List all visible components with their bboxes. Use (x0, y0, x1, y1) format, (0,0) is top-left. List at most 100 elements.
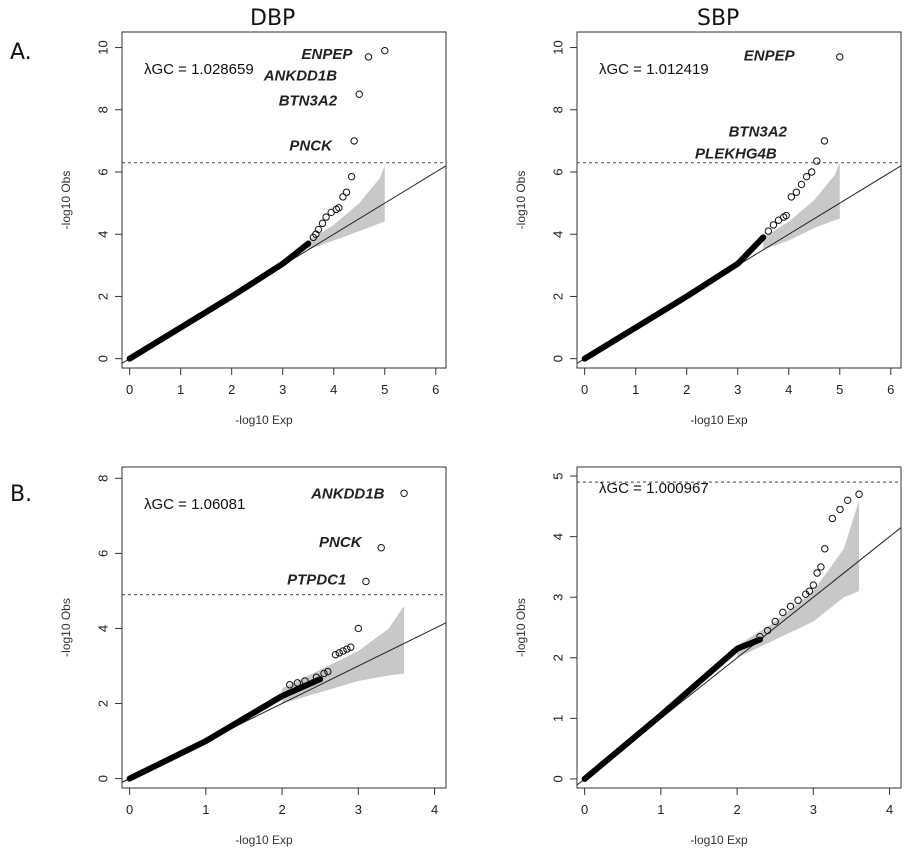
y-tick-label: 5 (550, 472, 565, 479)
x-tick-label: 4 (886, 802, 893, 817)
gene-label: PNCK (289, 138, 333, 155)
x-tick-label: 1 (177, 382, 184, 397)
qq-plot-b-dbp: 0 1 2 3 4 0 2 4 6 8 -log10 Exp -log10 Obs λGC = 1.06… (59, 466, 447, 847)
y-tick-label: 8 (95, 106, 110, 113)
y-tick-label: 1 (550, 715, 565, 722)
plot-area (122, 46, 446, 364)
data-point (794, 596, 802, 604)
y-tick-label: 2 (95, 700, 110, 707)
y-tick-label: 3 (550, 594, 565, 601)
y-tick-label: 6 (550, 168, 565, 175)
data-point (286, 681, 294, 689)
data-point (331, 651, 340, 659)
x-axis-label: -log10 Exp (235, 413, 293, 427)
data-point (355, 90, 363, 98)
data-point (756, 632, 764, 641)
plot-frame (576, 31, 902, 369)
x-tick-label: 1 (657, 802, 664, 817)
x-tick-label: 2 (733, 802, 740, 817)
qq-plot-a-dbp: 0 1 2 3 4 5 6 0 2 4 6 8 10 -log10 Exp -log10 Obs λGC = … (59, 31, 447, 427)
data-point (828, 514, 837, 523)
plot-frame (121, 31, 447, 369)
x-tick-label: 0 (581, 382, 588, 397)
data-point (347, 172, 356, 181)
x-tick-label: 6 (887, 382, 894, 397)
data-point (836, 53, 844, 61)
data-point (301, 677, 309, 685)
bulk-points (581, 234, 767, 362)
data-point (813, 569, 821, 577)
data-point (792, 188, 801, 196)
y-tick-label: 0 (550, 355, 565, 362)
y-axis-label: -log10 Obs (59, 598, 73, 657)
y-tick-label: 0 (95, 775, 110, 782)
data-point (771, 617, 779, 626)
gene-label: ANKDD1B (310, 485, 385, 502)
data-point (764, 227, 773, 235)
lambda-gc-label: λGC = 1.000967 (599, 480, 709, 497)
bulk-points (581, 636, 763, 782)
y-axis-label: -log10 Obs (514, 598, 528, 657)
data-point (809, 581, 818, 589)
data-point (335, 204, 343, 212)
data-point (364, 53, 373, 61)
y-tick-label: 4 (95, 625, 110, 632)
y-tick-label: 2 (550, 293, 565, 300)
data-point (318, 219, 327, 228)
data-point (808, 168, 816, 176)
data-point (342, 188, 351, 196)
data-point (339, 647, 347, 655)
y-tick-label: 10 (550, 40, 565, 54)
x-tick-label: 2 (228, 382, 235, 397)
data-point (821, 545, 829, 553)
data-point (324, 667, 332, 676)
x-tick-label: 3 (734, 382, 741, 397)
gene-label: ENPEP (744, 47, 796, 64)
column-title-dbp: DBP (250, 6, 296, 31)
data-point (855, 490, 863, 498)
y-tick-label: 6 (95, 168, 110, 175)
data-point (802, 172, 811, 181)
bulk-points (126, 676, 324, 782)
plot-frame (576, 466, 902, 789)
qq-plot-a-sbp: 0 1 2 3 4 5 6 0 2 4 6 8 10 -log10 Exp -log10 Obs λGC = … (514, 31, 902, 427)
data-point (381, 46, 389, 55)
lambda-gc-label: λGC = 1.06081 (144, 496, 245, 513)
y-tick-label: 4 (550, 231, 565, 238)
y-tick-label: 4 (95, 231, 110, 238)
x-tick-label: 3 (279, 382, 286, 397)
data-point (362, 577, 370, 586)
plot-area (577, 53, 901, 364)
data-point (354, 624, 363, 633)
data-point (343, 645, 351, 653)
data-point (779, 608, 787, 617)
lambda-gc-label: λGC = 1.028659 (144, 61, 254, 78)
data-point (769, 221, 778, 229)
data-point (377, 544, 385, 552)
confidence-band (308, 165, 385, 250)
data-point (817, 563, 825, 571)
x-tick-label: 0 (126, 802, 133, 817)
row-label-b: B. (10, 482, 33, 507)
confidence-band (737, 500, 860, 658)
data-point (782, 211, 790, 220)
x-axis-label: -log10 Exp (690, 413, 748, 427)
x-tick-label: 2 (278, 802, 285, 817)
x-tick-label: 6 (432, 382, 439, 397)
data-point (786, 602, 795, 611)
data-point (813, 157, 821, 165)
y-tick-label: 2 (95, 293, 110, 300)
data-point (322, 213, 330, 221)
y-tick-label: 8 (550, 106, 565, 113)
data-point (314, 225, 323, 234)
y-tick-label: 4 (550, 533, 565, 540)
y-tick-label: 0 (550, 775, 565, 782)
gene-label: BTN3A2 (279, 92, 338, 109)
data-point (312, 673, 321, 681)
x-tick-label: 3 (355, 802, 362, 817)
y-axis-label: -log10 Obs (514, 171, 528, 230)
data-point (350, 137, 358, 145)
gene-label: ENPEP (302, 46, 354, 63)
x-tick-label: 1 (202, 802, 209, 817)
data-point (836, 505, 844, 514)
